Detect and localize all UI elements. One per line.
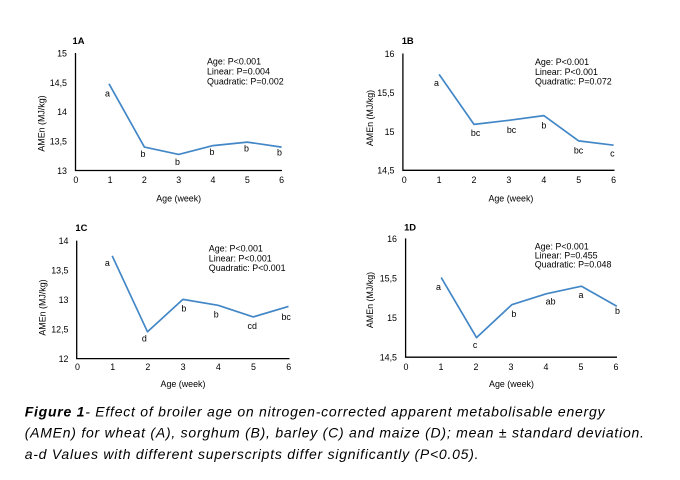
svg-text:AMEn (MJ/kg): AMEn (MJ/kg) (365, 90, 375, 146)
svg-text:4: 4 (541, 175, 546, 185)
svg-text:Age (week): Age (week) (161, 379, 206, 389)
svg-text:0: 0 (404, 362, 409, 372)
svg-text:1A: 1A (73, 35, 85, 46)
svg-text:(AMEn) for wheat (A), sorghum: (AMEn) for wheat (A), sorghum (B), barle… (25, 425, 645, 441)
svg-text:14: 14 (57, 107, 67, 117)
svg-text:b: b (210, 147, 215, 157)
svg-text:2: 2 (472, 175, 477, 185)
svg-text:b: b (244, 143, 249, 153)
svg-text:5: 5 (251, 362, 256, 372)
svg-text:Quadratic: P=0.072: Quadratic: P=0.072 (535, 77, 612, 87)
svg-text:b: b (214, 310, 219, 320)
svg-text:a-d Values with different supe: a-d Values with different superscripts d… (25, 446, 480, 462)
svg-text:16: 16 (387, 234, 397, 244)
svg-text:Linear: P=0.455: Linear: P=0.455 (535, 251, 598, 261)
svg-text:b: b (181, 304, 186, 314)
svg-text:a: a (579, 290, 584, 300)
svg-text:1: 1 (439, 362, 444, 372)
svg-text:b: b (541, 120, 546, 130)
svg-text:2: 2 (145, 362, 150, 372)
svg-text:a: a (105, 88, 110, 98)
svg-text:12: 12 (59, 354, 69, 364)
svg-text:4: 4 (544, 362, 549, 372)
svg-text:15,5: 15,5 (377, 88, 394, 98)
svg-text:16: 16 (385, 49, 395, 59)
svg-text:Quadratic: P=0.002: Quadratic: P=0.002 (207, 77, 284, 87)
svg-text:6: 6 (611, 175, 616, 185)
svg-text:14: 14 (59, 236, 69, 246)
svg-text:0: 0 (73, 175, 78, 185)
svg-text:15,5: 15,5 (380, 273, 397, 283)
svg-text:Linear: P=0.004: Linear: P=0.004 (207, 67, 270, 77)
svg-text:6: 6 (614, 362, 619, 372)
svg-text:d: d (142, 334, 147, 344)
svg-text:3: 3 (181, 362, 186, 372)
svg-text:ab: ab (546, 297, 556, 307)
svg-text:13: 13 (59, 295, 69, 305)
svg-text:Age (week): Age (week) (156, 193, 201, 203)
svg-text:bc: bc (507, 125, 517, 135)
svg-text:13,5: 13,5 (51, 266, 68, 276)
svg-text:Quadratic: P=0.048: Quadratic: P=0.048 (535, 260, 612, 270)
svg-text:1B: 1B (402, 35, 414, 46)
svg-text:1: 1 (437, 175, 442, 185)
svg-text:13,5: 13,5 (50, 137, 67, 147)
svg-text:Linear: P<0.001: Linear: P<0.001 (209, 254, 272, 264)
svg-text:4: 4 (211, 175, 216, 185)
svg-text:Age: P<0.001: Age: P<0.001 (207, 57, 261, 67)
svg-text:AMEn (MJ/kg): AMEn (MJ/kg) (365, 272, 375, 328)
svg-text:3: 3 (506, 175, 511, 185)
svg-text:3: 3 (509, 362, 514, 372)
svg-text:cd: cd (248, 321, 257, 331)
svg-text:4: 4 (216, 362, 221, 372)
svg-text:5: 5 (579, 362, 584, 372)
svg-text:Age (week): Age (week) (488, 193, 533, 203)
svg-text:b: b (511, 309, 516, 319)
svg-text:6: 6 (286, 362, 291, 372)
svg-text:AMEn (MJ/kg): AMEn (MJ/kg) (36, 95, 46, 151)
svg-text:c: c (610, 149, 615, 159)
svg-text:13: 13 (57, 166, 67, 176)
svg-text:1: 1 (110, 362, 115, 372)
svg-text:5: 5 (576, 175, 581, 185)
svg-text:1D: 1D (404, 222, 416, 233)
svg-text:14,5: 14,5 (380, 353, 397, 363)
svg-text:2: 2 (474, 362, 479, 372)
svg-text:15: 15 (387, 313, 397, 323)
svg-text:0: 0 (75, 362, 80, 372)
svg-text:14,5: 14,5 (50, 78, 67, 88)
svg-text:5: 5 (245, 175, 250, 185)
svg-text:a: a (434, 78, 439, 88)
svg-text:bc: bc (471, 128, 481, 138)
svg-text:0: 0 (402, 175, 407, 185)
svg-text:2: 2 (142, 175, 147, 185)
svg-text:b: b (277, 147, 282, 157)
svg-text:c: c (473, 340, 478, 350)
svg-text:14,5: 14,5 (377, 166, 394, 176)
svg-text:b: b (175, 157, 180, 167)
svg-text:Age: P<0.001: Age: P<0.001 (209, 244, 263, 254)
svg-text:Linear: P<0.001: Linear: P<0.001 (535, 67, 598, 77)
svg-text:12,5: 12,5 (51, 325, 68, 335)
svg-text:bc: bc (282, 312, 292, 322)
svg-text:Age (week): Age (week) (489, 379, 534, 389)
svg-text:15: 15 (57, 48, 67, 58)
svg-text:a: a (436, 282, 441, 292)
svg-text:6: 6 (279, 175, 284, 185)
svg-text:3: 3 (176, 175, 181, 185)
svg-text:Age: P<0.001: Age: P<0.001 (535, 57, 589, 67)
svg-text:15: 15 (385, 127, 395, 137)
svg-text:Quadratic: P<0.001: Quadratic: P<0.001 (209, 263, 286, 273)
svg-text:b: b (141, 149, 146, 159)
svg-text:a: a (105, 258, 110, 268)
svg-text:Age: P<0.001: Age: P<0.001 (535, 242, 589, 252)
svg-text:Figure 1- Effect of broiler ag: Figure 1- Effect of broiler age on nitro… (25, 404, 606, 420)
svg-text:b: b (615, 306, 620, 316)
svg-text:1C: 1C (75, 222, 87, 233)
svg-text:bc: bc (574, 146, 584, 156)
svg-text:AMEn (MJ/kg): AMEn (MJ/kg) (37, 279, 47, 335)
svg-text:1: 1 (108, 175, 113, 185)
